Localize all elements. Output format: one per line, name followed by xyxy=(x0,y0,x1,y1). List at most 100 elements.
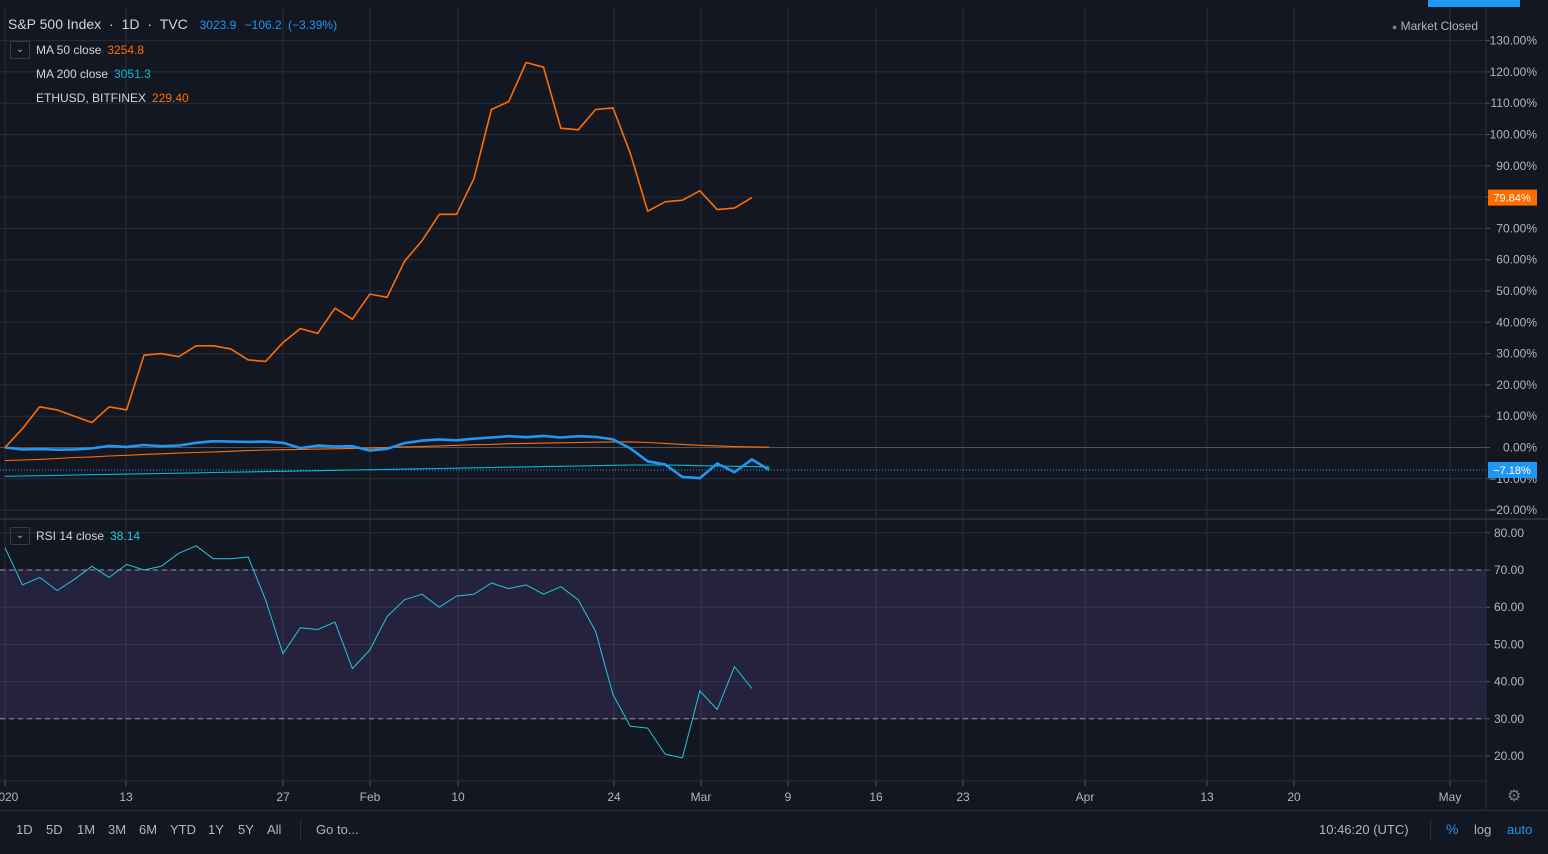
price-tick-label: 10.00% xyxy=(1496,409,1537,423)
time-tick-label: Apr xyxy=(1076,790,1095,804)
time-tick-label: 24 xyxy=(607,790,621,804)
market-status: ● Market Closed xyxy=(1392,19,1478,33)
price-tick-label: 70.00% xyxy=(1496,221,1537,235)
chevron-down-icon: ⌄ xyxy=(15,44,25,55)
main-horizontal-grid xyxy=(0,40,1486,511)
range-1m-button[interactable]: 1M xyxy=(77,822,96,837)
last-value-label: 79.84% xyxy=(1493,193,1531,205)
toolbar-divider xyxy=(300,819,301,841)
time-tick-label: 2020 xyxy=(0,790,19,804)
status-dot-icon: ● xyxy=(1391,22,1398,32)
rsi-tick-label: 80.00 xyxy=(1494,526,1524,540)
rsi-overbought-oversold-band xyxy=(0,570,1486,719)
last-value-badge xyxy=(1488,461,1537,478)
range-ytd-button[interactable]: YTD xyxy=(170,822,196,837)
exchange-sep: · xyxy=(147,16,153,32)
range-1d-button[interactable]: 1D xyxy=(16,822,33,837)
range-1y-button[interactable]: 1Y xyxy=(208,822,224,837)
go-to-button[interactable]: Go to... xyxy=(316,822,359,837)
price-tick-label: 60.00% xyxy=(1496,253,1537,267)
rsi-series xyxy=(4,545,753,759)
legend-ma50-value: 3254.8 xyxy=(107,43,145,57)
rsi-horizontal-grid xyxy=(0,532,1486,757)
rsi-tick-label: 60.00 xyxy=(1494,600,1524,614)
price-change: −106.2 xyxy=(244,18,282,32)
price-tick-label: 40.00% xyxy=(1496,315,1537,329)
time-tick-label: May xyxy=(1439,790,1462,804)
last-price: 3023.9 xyxy=(199,18,237,32)
utc-clock[interactable]: 10:46:20 (UTC) xyxy=(1319,822,1409,837)
collapse-rsi-legend-button[interactable]: ⌄ xyxy=(10,527,30,545)
price-change-pct: (−3.39%) xyxy=(288,18,338,32)
log-scale-button[interactable]: log xyxy=(1474,822,1492,837)
legend-rsi[interactable]: RSI 14 close 38.14 xyxy=(36,529,140,543)
price-tick-label: 90.00% xyxy=(1496,159,1537,173)
rsi-tick-label: 40.00 xyxy=(1494,675,1524,689)
range-5d-button[interactable]: 5D xyxy=(46,822,63,837)
legend-ma200-value: 3051.3 xyxy=(114,67,151,81)
time-tick-label: 13 xyxy=(1200,790,1214,804)
rsi-tick-label: 50.00 xyxy=(1494,637,1524,651)
time-tick-label: 20 xyxy=(1287,790,1301,804)
collapse-main-legend-button[interactable]: ⌄ xyxy=(10,41,30,59)
vertical-grid xyxy=(4,8,1451,781)
interval-sep: · xyxy=(109,16,114,32)
legend-rsi-value: 38.14 xyxy=(110,529,141,543)
gear-icon[interactable]: ⚙ xyxy=(1507,788,1522,805)
price-tick-label: 20.00% xyxy=(1496,378,1537,392)
legend-ma50-label: MA 50 close xyxy=(36,43,102,57)
bottom-toolbar: 1D 5D 1M 3M 6M YTD 1Y 5Y All Go to... 10… xyxy=(0,810,1548,854)
range-5y-button[interactable]: 5Y xyxy=(238,822,254,837)
rsi-tick-label: 20.00 xyxy=(1494,749,1524,763)
legend-ma200-label: MA 200 close xyxy=(36,67,109,81)
time-tick-label: 23 xyxy=(956,790,970,804)
last-value-badge xyxy=(1488,189,1537,206)
series-line-ethusd-bitfinex xyxy=(4,61,753,449)
legend-compare[interactable]: ETHUSD, BITFINEX 229.40 xyxy=(36,91,189,105)
auto-scale-button[interactable]: auto xyxy=(1507,822,1533,837)
range-3m-button[interactable]: 3M xyxy=(108,822,127,837)
time-tick-label: 9 xyxy=(785,790,792,804)
time-tick-label: 16 xyxy=(869,790,883,804)
price-tick-label: 30.00% xyxy=(1496,347,1537,361)
range-all-button[interactable]: All xyxy=(267,822,282,837)
time-tick-label: 27 xyxy=(276,790,290,804)
range-6m-button[interactable]: 6M xyxy=(139,822,158,837)
legend-ma200[interactable]: MA 200 close 3051.3 xyxy=(36,67,151,81)
price-tick-label: 0.00% xyxy=(1503,441,1537,455)
series-line-s-p-500-index xyxy=(4,434,770,480)
price-tick-label: 120.00% xyxy=(1490,65,1538,79)
rsi-tick-label: 70.00 xyxy=(1494,563,1524,577)
chevron-down-icon: ⌄ xyxy=(15,530,25,541)
legend-compare-label: ETHUSD, BITFINEX xyxy=(36,91,147,105)
symbol-exchange: TVC xyxy=(159,16,188,32)
market-status-text: Market Closed xyxy=(1400,19,1478,33)
last-value-label: −7.18% xyxy=(1493,465,1531,477)
legend-compare-value: 229.40 xyxy=(152,91,189,105)
time-tick-label: 10 xyxy=(451,790,465,804)
percent-scale-button[interactable]: % xyxy=(1446,821,1459,837)
price-tick-label: 130.00% xyxy=(1490,34,1538,48)
rsi-tick-label: 30.00 xyxy=(1494,712,1524,726)
time-tick-label: Feb xyxy=(360,790,381,804)
symbol-interval: 1D xyxy=(121,16,140,32)
symbol-title: S&P 500 Index · 1D · TVC 3023.9 −106.2 (… xyxy=(8,16,337,32)
last-value-labels: 79.84% −7.18% xyxy=(1488,189,1537,478)
time-axis: 2020 13 27 Feb 10 24 Mar 9 16 23 Apr 13 20 May xyxy=(0,781,1461,804)
series-line-ma-200-close xyxy=(4,464,770,477)
rsi-price-axis: 80.00 70.00 60.00 50.00 40.00 30.00 20.00 xyxy=(1486,526,1524,763)
symbol-name: S&P 500 Index xyxy=(8,16,102,32)
price-tick-label: 50.00% xyxy=(1496,284,1537,298)
symbol-quote: 3023.9 −106.2 (−3.39%) xyxy=(200,18,337,32)
main-price-axis: 130.00%120.00%110.00%100.00%90.00%80.00%… xyxy=(1486,34,1537,517)
price-tick-label: −20.00% xyxy=(1489,503,1537,517)
main-series xyxy=(4,61,770,480)
legend-rsi-label: RSI 14 close xyxy=(36,529,105,543)
series-line-rsi xyxy=(4,545,753,759)
top-accent-bar xyxy=(1428,0,1520,7)
legend-ma50[interactable]: MA 50 close 3254.8 xyxy=(36,43,144,57)
time-tick-label: Mar xyxy=(691,790,712,804)
toolbar-divider xyxy=(1430,819,1431,841)
price-tick-label: 100.00% xyxy=(1490,128,1538,142)
